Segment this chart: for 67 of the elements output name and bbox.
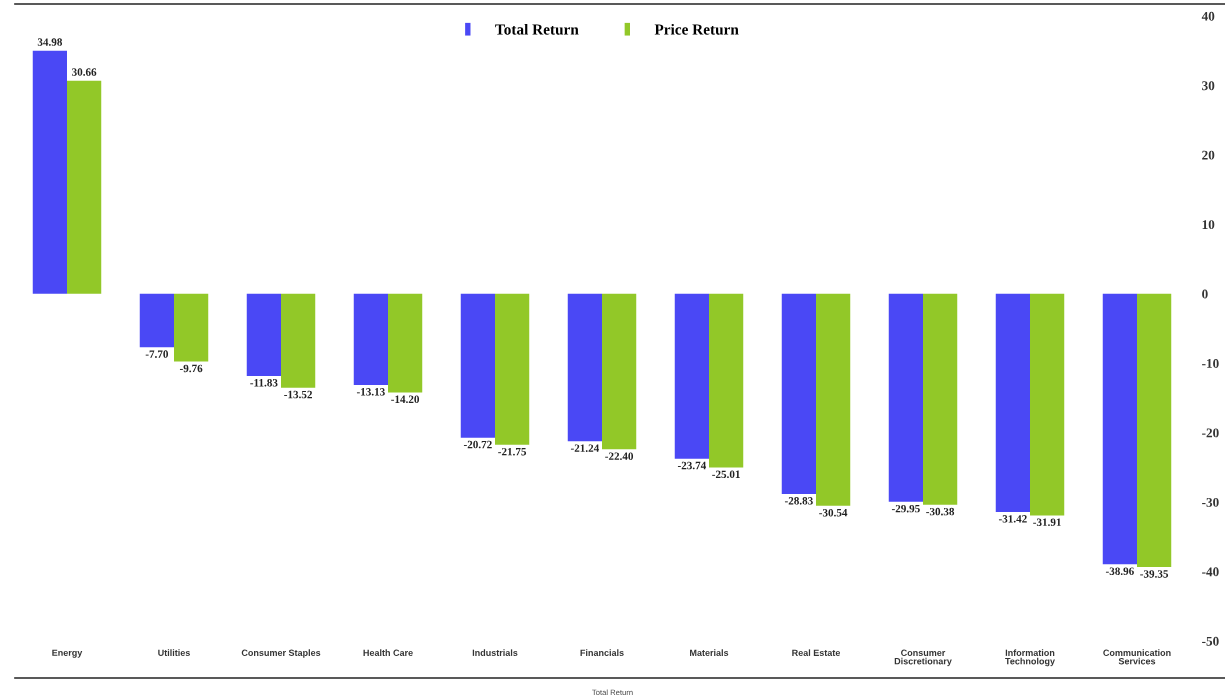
x-tick-label: Materials — [690, 649, 729, 656]
bar — [888, 293, 923, 502]
bar — [816, 293, 851, 506]
y-tick-label: -30 — [1202, 497, 1219, 507]
x-tick-label: Information Technology — [1005, 649, 1055, 667]
bar — [923, 293, 958, 505]
legend-label: Price Return — [654, 23, 739, 35]
data-label: -25.01 — [712, 470, 740, 479]
bar — [388, 293, 423, 393]
bar — [139, 293, 174, 348]
data-label: -21.24 — [570, 444, 600, 452]
data-label: -31.42 — [998, 515, 1027, 523]
bar — [1102, 293, 1137, 565]
y-tick-label: 30 — [1202, 81, 1215, 91]
y-tick-label: -20 — [1202, 428, 1219, 438]
data-label: -30.38 — [926, 507, 955, 516]
bar — [709, 293, 744, 468]
bar — [1030, 293, 1065, 516]
bar — [674, 293, 709, 459]
y-tick-label: 0 — [1202, 289, 1208, 299]
bar — [246, 293, 281, 376]
bar — [1137, 293, 1172, 568]
data-label: -22.40 — [605, 452, 634, 460]
bar — [995, 293, 1030, 512]
data-label: -11.83 — [250, 379, 278, 387]
y-tick-label: -50 — [1202, 636, 1219, 646]
y-tick-label: 20 — [1202, 150, 1215, 160]
data-label: -13.52 — [284, 390, 312, 399]
data-label: -39.35 — [1140, 570, 1169, 578]
data-label: -14.20 — [391, 395, 420, 404]
data-label: 30.66 — [72, 68, 97, 76]
x-tick-label: Consumer Staples — [241, 649, 321, 658]
data-label: -30.54 — [819, 508, 848, 517]
x-tick-label: Real Estate — [792, 649, 841, 656]
data-label: -21.75 — [498, 447, 527, 456]
legend-label: Total Return — [495, 23, 579, 35]
bar — [567, 293, 602, 442]
bar — [495, 293, 530, 445]
bar — [781, 293, 816, 494]
data-label: -13.13 — [356, 388, 385, 396]
bar — [281, 293, 316, 388]
bar — [460, 293, 495, 438]
bar — [602, 293, 637, 450]
x-tick-label: Communication Services — [1103, 649, 1171, 665]
data-label: 34.98 — [37, 38, 63, 46]
data-label: -20.72 — [463, 440, 492, 449]
y-tick-label: 40 — [1201, 11, 1215, 21]
y-tick-label: -10 — [1202, 359, 1219, 368]
data-label: -23.74 — [677, 461, 707, 470]
bar — [67, 80, 102, 294]
data-label: -7.70 — [145, 350, 169, 358]
bar — [174, 293, 209, 362]
x-tick-label: Consumer Discretionary — [894, 649, 952, 667]
y-tick-label: -40 — [1202, 567, 1219, 577]
data-label: -28.83 — [784, 497, 813, 505]
data-label: -31.91 — [1033, 518, 1061, 527]
x-tick-label: Financials — [580, 649, 624, 656]
data-label: -38.96 — [1105, 567, 1134, 575]
data-label: -29.95 — [891, 504, 920, 513]
x-tick-label: Energy — [52, 649, 83, 658]
x-tick-label: Industrials — [472, 649, 518, 656]
x-tick-label: Utilities — [158, 649, 190, 656]
x-tick-label: Health Care — [363, 649, 413, 656]
y-tick-label: 10 — [1202, 220, 1215, 230]
bar — [353, 293, 388, 385]
bar — [32, 50, 67, 294]
data-label: -9.76 — [179, 364, 203, 373]
